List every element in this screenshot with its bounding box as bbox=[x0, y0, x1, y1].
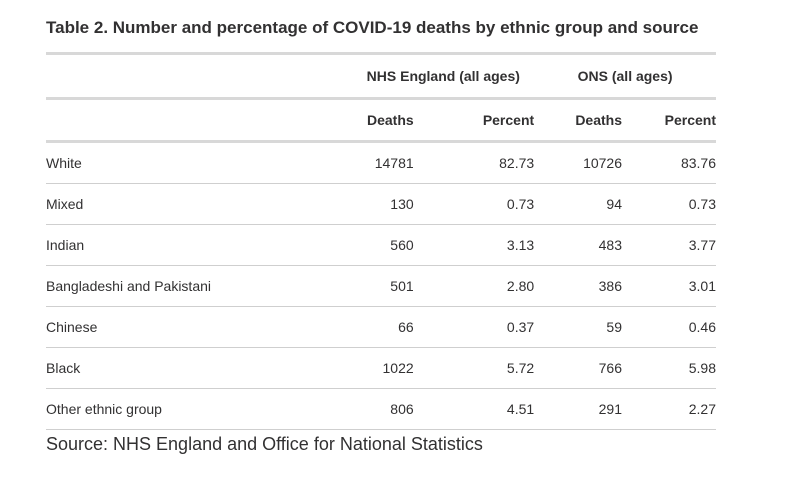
cell-nhs-deaths: 14781 bbox=[352, 141, 414, 184]
row-label: Chinese bbox=[46, 306, 353, 348]
cell-ons-deaths: 10726 bbox=[534, 141, 622, 184]
cell-nhs-deaths: 130 bbox=[352, 183, 414, 225]
cell-nhs-percent: 82.73 bbox=[413, 141, 535, 184]
column-header-ons-percent: Percent bbox=[622, 98, 716, 143]
cell-nhs-percent: 0.37 bbox=[413, 306, 535, 348]
row-label: Bangladeshi and Pakistani bbox=[46, 265, 353, 307]
cell-ons-percent: 5.98 bbox=[622, 347, 716, 389]
cell-ons-deaths: 94 bbox=[534, 183, 622, 225]
row-label: White bbox=[46, 141, 353, 184]
row-label: Mixed bbox=[46, 183, 353, 225]
cell-nhs-deaths: 560 bbox=[352, 224, 414, 266]
cell-ons-percent: 83.76 bbox=[622, 141, 716, 184]
deaths-table: NHS England (all ages) ONS (all ages) De… bbox=[46, 52, 716, 430]
table-row: Chinese 66 0.37 59 0.46 bbox=[46, 306, 716, 348]
table-row: Mixed 130 0.73 94 0.73 bbox=[46, 183, 716, 225]
cell-nhs-percent: 4.51 bbox=[413, 388, 535, 430]
cell-ons-deaths: 59 bbox=[534, 306, 622, 348]
table-row: White 14781 82.73 10726 83.76 bbox=[46, 141, 716, 184]
column-header-nhs-deaths: Deaths bbox=[352, 98, 414, 143]
cell-ons-percent: 2.27 bbox=[622, 388, 716, 430]
cell-nhs-percent: 5.72 bbox=[413, 347, 535, 389]
cell-ons-percent: 3.77 bbox=[622, 224, 716, 266]
table-row: Indian 560 3.13 483 3.77 bbox=[46, 224, 716, 266]
column-header-row: Deaths Percent Deaths Percent bbox=[46, 98, 716, 143]
column-header-ons-deaths: Deaths bbox=[534, 98, 622, 143]
source-note: Source: NHS England and Office for Natio… bbox=[46, 434, 483, 454]
cell-nhs-percent: 2.80 bbox=[413, 265, 535, 307]
table-row: Black 1022 5.72 766 5.98 bbox=[46, 347, 716, 389]
cell-nhs-deaths: 806 bbox=[352, 388, 414, 430]
cell-ons-deaths: 386 bbox=[534, 265, 622, 307]
cell-nhs-deaths: 1022 bbox=[352, 347, 414, 389]
empty-corner-cell bbox=[46, 52, 353, 100]
table-row: Bangladeshi and Pakistani 501 2.80 386 3… bbox=[46, 265, 716, 307]
cell-ons-percent: 0.46 bbox=[622, 306, 716, 348]
column-header-nhs-percent: Percent bbox=[413, 98, 535, 143]
empty-label-header bbox=[46, 98, 353, 143]
cell-ons-deaths: 483 bbox=[534, 224, 622, 266]
group-header-nhs: NHS England (all ages) bbox=[352, 52, 535, 100]
cell-nhs-deaths: 66 bbox=[352, 306, 414, 348]
table-title: Table 2. Number and percentage of COVID-… bbox=[46, 18, 699, 37]
cell-nhs-deaths: 501 bbox=[352, 265, 414, 307]
cell-ons-deaths: 291 bbox=[534, 388, 622, 430]
group-header-row: NHS England (all ages) ONS (all ages) bbox=[46, 52, 716, 100]
row-label: Indian bbox=[46, 224, 353, 266]
cell-nhs-percent: 3.13 bbox=[413, 224, 535, 266]
group-header-ons: ONS (all ages) bbox=[534, 52, 716, 100]
cell-ons-percent: 0.73 bbox=[622, 183, 716, 225]
row-label: Other ethnic group bbox=[46, 388, 353, 430]
cell-ons-deaths: 766 bbox=[534, 347, 622, 389]
row-label: Black bbox=[46, 347, 353, 389]
cell-nhs-percent: 0.73 bbox=[413, 183, 535, 225]
cell-ons-percent: 3.01 bbox=[622, 265, 716, 307]
table-row: Other ethnic group 806 4.51 291 2.27 bbox=[46, 388, 716, 430]
